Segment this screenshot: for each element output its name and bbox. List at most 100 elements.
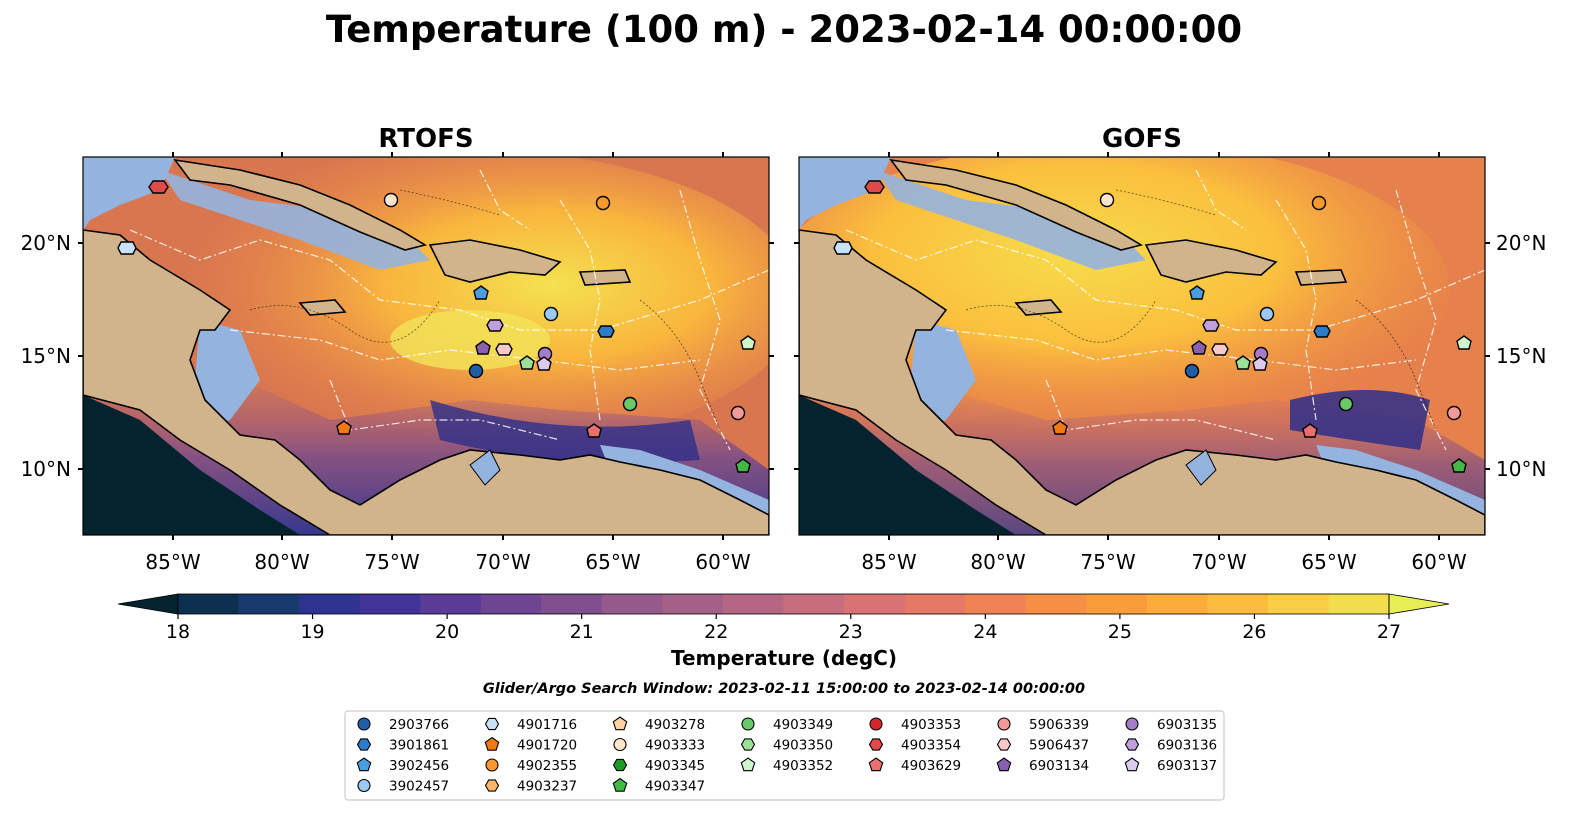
colorbar-swatch [359, 594, 421, 614]
colorbar-swatch [1267, 594, 1330, 614]
colorbar-tick-label: 19 [300, 621, 324, 643]
panel-title-gofs: GOFS [1102, 124, 1182, 154]
legend-entry: 4903237 [484, 779, 577, 795]
legend: 2903766 3901861 3902456 3902457 4901716 49017… [344, 710, 1225, 801]
legend-entry: 4901716 [484, 717, 577, 733]
pentagon-marker-icon [996, 757, 1012, 772]
legend-entry: 4903347 [612, 777, 705, 795]
hexagon-marker-icon [740, 738, 756, 751]
map-rtofs [83, 157, 769, 535]
legend-entry: 4903353 [869, 717, 961, 733]
colorbar-swatches [117, 593, 1450, 615]
legend-entry-label: 4903350 [773, 738, 833, 754]
hexagon-marker-icon [484, 717, 500, 731]
x-tick-label: 75°W [1080, 550, 1135, 574]
y-tick-label: 20°N [21, 231, 71, 255]
legend-entry-label: 3901861 [389, 738, 449, 754]
legend-entry-label: 6903136 [1157, 738, 1217, 754]
colorbar-swatch [722, 594, 785, 614]
legend-entry-label: 4903345 [645, 758, 705, 774]
legend-entry: 4901720 [484, 736, 577, 754]
colorbar-tick-label: 23 [839, 621, 863, 643]
circle-marker-icon [613, 737, 627, 752]
legend-entry: 4902355 [485, 758, 577, 774]
legend-entry: 4903350 [740, 738, 833, 754]
legend-entry: 4903333 [613, 737, 705, 754]
colorbar-tick-label: 20 [435, 621, 459, 643]
colorbar-swatch [1328, 594, 1390, 614]
legend-entry: 4903345 [612, 758, 705, 774]
x-tick-label: 60°W [695, 550, 750, 574]
legend-entry: 6903135 [1125, 717, 1217, 733]
hexagon-marker-icon [612, 758, 628, 772]
legend-entry: 3902456 [356, 757, 449, 774]
hexagon-marker-icon [484, 779, 500, 792]
panel-title-rtofs: RTOFS [378, 124, 473, 154]
legend-entry-label: 6903134 [1029, 758, 1089, 774]
circle-marker-icon [869, 717, 883, 731]
pentagon-marker-icon [740, 757, 756, 772]
colorbar-tick-label: 27 [1377, 621, 1401, 643]
legend-entry-label: 4901716 [517, 717, 577, 733]
circle-marker-icon [485, 758, 499, 772]
pentagon-marker-icon [1124, 757, 1140, 772]
colorbar-swatch [480, 594, 542, 614]
colorbar-swatch [965, 594, 1027, 614]
colorbar: 18 19 20 21 22 23 24 25 26 27 Temperature (degC) [117, 593, 1450, 670]
colorbar-tick-label: 26 [1242, 621, 1266, 643]
legend-entry: 3901861 [356, 738, 449, 754]
legend-entry-label: 5906339 [1029, 717, 1089, 733]
colorbar-tick-label: 25 [1108, 621, 1132, 643]
colorbar-tick-label: 22 [704, 621, 728, 643]
legend-frame [344, 710, 1225, 801]
circle-marker-icon [1125, 717, 1139, 731]
legend-entry: 2903766 [357, 717, 449, 733]
colorbar-swatch [904, 594, 966, 614]
legend-entry-label: 4903347 [645, 779, 705, 795]
legend-entry-label: 4903629 [901, 758, 961, 774]
colorbar-swatch [238, 594, 300, 614]
legend-entry: 4903349 [741, 717, 833, 733]
legend-entry-label: 4903352 [773, 758, 833, 774]
circle-marker-icon [997, 717, 1011, 731]
colorbar-tick-label: 18 [166, 621, 190, 643]
x-tick-label: 60°W [1411, 550, 1466, 574]
legend-entry-label: 6903137 [1157, 758, 1217, 774]
panel-gofs: GOFS [794, 124, 1546, 574]
legend-entry: 4903278 [612, 716, 705, 733]
legend-entry-label: 3902456 [389, 758, 449, 774]
legend-entry: 3902457 [357, 779, 449, 795]
x-tick-label: 75°W [364, 550, 419, 574]
x-tick-label: 70°W [475, 550, 530, 574]
colorbar-swatch [541, 594, 603, 614]
legend-entry-label: 4902355 [517, 758, 577, 774]
legend-entry-label: 4901720 [517, 738, 577, 754]
legend-entry: 4903354 [868, 738, 961, 754]
panel-rtofs: RTOFS [21, 124, 774, 574]
legend-entry: 4903629 [868, 757, 961, 774]
legend-entry: 6903136 [1124, 738, 1217, 754]
legend-entry-label: 4903278 [645, 717, 705, 733]
colorbar-swatch [1146, 594, 1208, 614]
legend-entry-label: 2903766 [389, 717, 449, 733]
figure-title: Temperature (100 m) - 2023-02-14 00:00:0… [326, 8, 1242, 51]
search-window-caption: Glider/Argo Search Window: 2023-02-11 15… [483, 681, 1085, 697]
hexagon-marker-icon [356, 738, 372, 751]
legend-entry-label: 5906437 [1029, 738, 1089, 754]
legend-entry-label: 3902457 [389, 779, 449, 795]
colorbar-swatch [601, 594, 663, 614]
x-tick-label: 80°W [970, 550, 1025, 574]
legend-entry: 5906339 [997, 717, 1089, 733]
colorbar-swatch [783, 594, 845, 614]
hexagon-marker-icon [996, 738, 1012, 751]
legend-entry-label: 4903237 [517, 779, 577, 795]
pentagon-marker-icon [868, 757, 884, 772]
colorbar-swatch [178, 594, 240, 614]
colorbar-label: Temperature (degC) [671, 646, 897, 670]
legend-entry-label: 4903354 [901, 738, 961, 754]
y-tick-label: 15°N [1496, 344, 1546, 368]
y-tick-label: 20°N [1496, 231, 1546, 255]
colorbar-tick-label: 21 [570, 621, 594, 643]
legend-entry-label: 4903349 [773, 717, 833, 733]
colorbar-extend-high [1388, 593, 1450, 615]
